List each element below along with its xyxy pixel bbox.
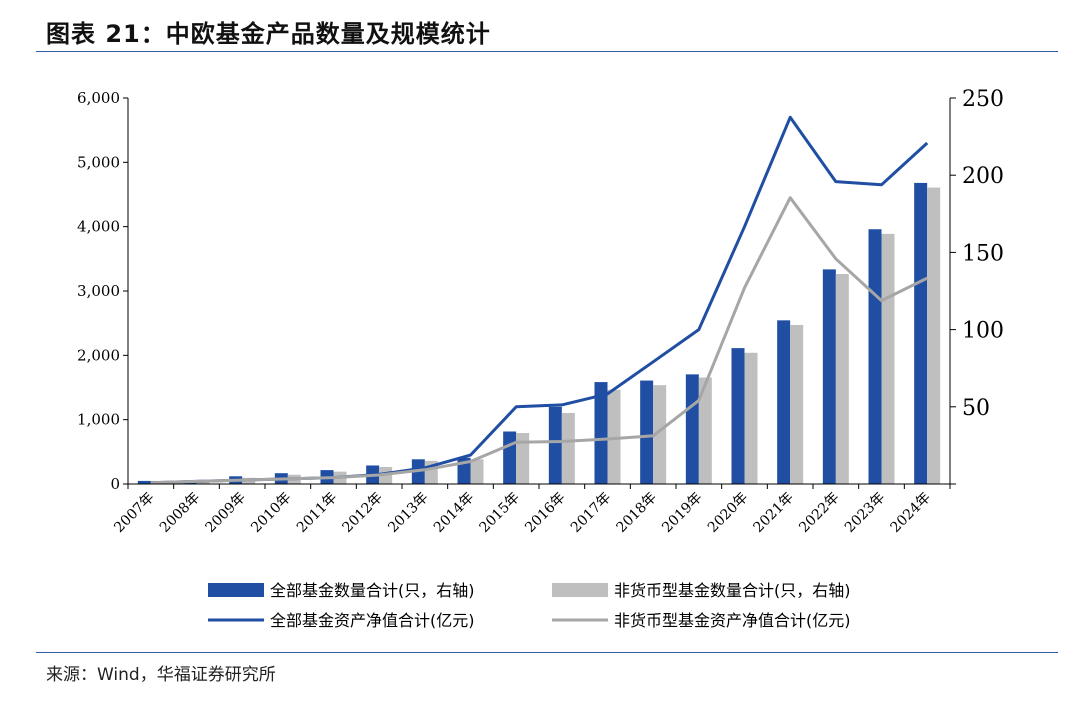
- right-tick-label: 200: [962, 164, 1004, 189]
- x-tick-label: 2023年: [842, 490, 888, 536]
- left-tick-label: 6,000: [77, 89, 120, 107]
- bar-non-money-funds: [196, 482, 210, 484]
- legend-label: 非货币型基金资产净值合计(亿元): [614, 611, 851, 630]
- legend-swatch: [208, 583, 264, 597]
- x-tick-label: 2016年: [522, 490, 568, 536]
- source-divider: [36, 652, 1058, 653]
- legend-total-funds-count: 全部基金数量合计(只，右轴): [208, 581, 475, 600]
- bar-total-funds: [731, 348, 745, 484]
- left-tick-label: 3,000: [77, 282, 120, 300]
- chart-title: 图表 21：中欧基金产品数量及规模统计: [46, 20, 491, 48]
- x-tick-label: 2018年: [614, 490, 660, 536]
- bar-total-funds: [137, 480, 151, 484]
- right-tick-label: 250: [962, 87, 1004, 112]
- x-tick-label: 2019年: [659, 490, 705, 536]
- x-tick-label: 2009年: [203, 490, 249, 536]
- x-tick-label: 2014年: [431, 490, 477, 536]
- legend-non-money-funds-count: 非货币型基金数量合计(只，右轴): [552, 581, 851, 600]
- legend-label: 全部基金资产净值合计(亿元): [270, 611, 475, 630]
- bar-non-money-funds: [470, 459, 484, 484]
- line-total-nav: [150, 115, 929, 485]
- bar-non-money-funds: [927, 187, 941, 484]
- x-tick-label: 2010年: [248, 490, 294, 536]
- left-tick-label: 2,000: [77, 346, 120, 364]
- x-tick-label: 2022年: [796, 490, 842, 536]
- bar-total-funds: [183, 482, 197, 484]
- legend-swatch: [552, 583, 608, 597]
- x-tick-label: 2020年: [705, 490, 751, 536]
- bar-non-money-funds: [698, 377, 712, 484]
- bar-non-money-funds: [881, 233, 895, 484]
- left-tick-label: 0: [110, 475, 120, 493]
- title-divider: [36, 51, 1058, 52]
- x-tick-label: 2013年: [385, 490, 431, 536]
- bar-total-funds: [914, 182, 928, 485]
- right-tick-label: 150: [962, 241, 1004, 266]
- bar-total-funds: [868, 229, 882, 484]
- left-tick-label: 1,000: [77, 411, 120, 429]
- chart: 0 1,000 2,000 3,000 4,000 5,000 6,000 50 100 150 2…: [77, 87, 1004, 630]
- bar-non-money-funds: [744, 352, 758, 484]
- legend-non-money-nav: 非货币型基金资产净值合计(亿元): [552, 611, 851, 630]
- x-tick-label: 2012年: [340, 490, 386, 536]
- bar-non-money-funds: [561, 412, 575, 484]
- x-tick-label: 2011年: [294, 490, 340, 536]
- x-tick-label: 2017年: [568, 490, 614, 536]
- x-tick-label: 2008年: [157, 490, 203, 536]
- bar-non-money-funds: [607, 389, 621, 484]
- bar-total-funds: [685, 374, 699, 484]
- bar-total-funds: [822, 269, 836, 484]
- source-note: 来源：Wind，华福证券研究所: [46, 665, 276, 685]
- bar-non-money-funds: [516, 433, 530, 484]
- legend-total-nav: 全部基金资产净值合计(亿元): [208, 611, 475, 630]
- bar-total-funds: [777, 320, 791, 484]
- x-tick-label: 2021年: [751, 490, 797, 536]
- left-tick-label: 5,000: [77, 153, 120, 171]
- legend-label: 全部基金数量合计(只，右轴): [270, 581, 475, 600]
- bar-total-funds: [548, 406, 562, 484]
- left-tick-label: 4,000: [77, 218, 120, 236]
- legend-label: 非货币型基金数量合计(只，右轴): [614, 581, 851, 600]
- right-tick-label: 100: [962, 319, 1004, 344]
- bar-non-money-funds: [790, 324, 804, 484]
- x-tick-label: 2007年: [111, 490, 157, 536]
- bar-non-money-funds: [653, 385, 667, 484]
- right-tick-label: 50: [962, 396, 990, 421]
- bar-total-funds: [640, 380, 654, 484]
- x-tick-label: 2024年: [888, 490, 934, 536]
- bar-total-funds: [594, 382, 608, 484]
- x-tick-label: 2015年: [477, 490, 523, 536]
- bar-non-money-funds: [835, 274, 849, 484]
- line-non-money-nav: [150, 196, 928, 485]
- bar-total-funds: [503, 431, 517, 484]
